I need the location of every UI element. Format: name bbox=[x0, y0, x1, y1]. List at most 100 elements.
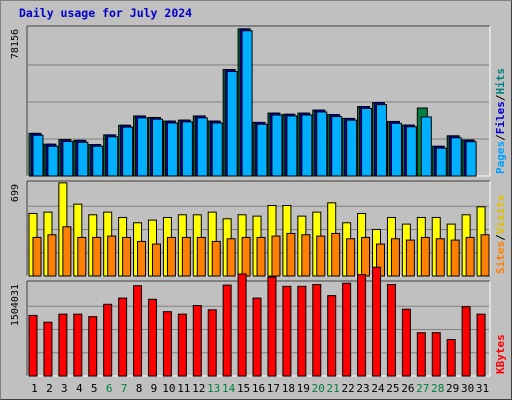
x-tick-label-day-5: 5 bbox=[91, 382, 98, 395]
bar-pages-day-14 bbox=[226, 70, 238, 177]
y-max-label: 699 bbox=[10, 184, 21, 202]
bar-pages-day-11 bbox=[181, 121, 193, 177]
bar-sites-day-11 bbox=[181, 236, 191, 277]
bar-kbytes-day-14 bbox=[222, 284, 232, 377]
bar-kbytes-day-7 bbox=[118, 297, 128, 377]
bar-kbytes-day-4 bbox=[73, 313, 83, 377]
bar-sites-day-6 bbox=[107, 235, 117, 277]
x-tick-label-day-10: 10 bbox=[162, 382, 175, 395]
bar-sites-day-30 bbox=[465, 236, 475, 277]
legend-entry-slash: / bbox=[494, 234, 507, 241]
bar-kbytes-day-17 bbox=[267, 276, 277, 377]
bar-sites-day-20 bbox=[316, 235, 326, 277]
bar-kbytes-day-13 bbox=[207, 309, 217, 377]
x-tick-label-day-25: 25 bbox=[386, 382, 399, 395]
x-tick-label-day-22: 22 bbox=[341, 382, 354, 395]
bar-sites-day-28 bbox=[435, 238, 445, 277]
bar-kbytes-day-8 bbox=[133, 285, 143, 377]
bar-kbytes-day-29 bbox=[446, 339, 456, 377]
bar-pages-day-24 bbox=[376, 104, 388, 177]
bar-pages-day-27 bbox=[420, 116, 432, 177]
legend-entry-sites: Sites bbox=[494, 241, 507, 274]
x-tick-label-day-9: 9 bbox=[151, 382, 158, 395]
x-tick-label-day-14: 14 bbox=[222, 382, 236, 395]
bar-sites-day-23 bbox=[361, 236, 371, 277]
bar-pages-day-17 bbox=[271, 114, 283, 177]
bar-sites-day-9 bbox=[151, 243, 161, 277]
bar-pages-day-4 bbox=[77, 141, 89, 177]
bar-pages-day-7 bbox=[122, 126, 134, 177]
bar-sites-day-8 bbox=[137, 240, 147, 277]
bar-sites-day-29 bbox=[450, 239, 460, 277]
x-tick-label-day-23: 23 bbox=[356, 382, 369, 395]
bar-sites-day-15 bbox=[241, 236, 251, 277]
bar-pages-day-21 bbox=[331, 116, 343, 177]
bar-kbytes-day-16 bbox=[252, 297, 262, 377]
x-tick-label-day-15: 15 bbox=[237, 382, 250, 395]
bar-sites-day-19 bbox=[301, 234, 311, 277]
legend-entry-kbytes: KBytes bbox=[494, 334, 507, 374]
x-tick-label-day-4: 4 bbox=[76, 382, 83, 395]
bar-kbytes-day-6 bbox=[103, 303, 113, 377]
bar-kbytes-day-26 bbox=[401, 308, 411, 377]
bar-sites-day-16 bbox=[256, 236, 266, 277]
bar-sites-day-13 bbox=[211, 240, 221, 277]
x-tick-label-day-19: 19 bbox=[297, 382, 310, 395]
x-tick-label-day-18: 18 bbox=[282, 382, 295, 395]
bar-sites-day-10 bbox=[166, 236, 176, 277]
bar-kbytes-day-20 bbox=[312, 283, 322, 377]
bar-kbytes-day-11 bbox=[177, 313, 187, 377]
bar-kbytes-day-23 bbox=[357, 274, 367, 377]
bar-sites-day-5 bbox=[92, 236, 102, 277]
bar-pages-day-23 bbox=[361, 107, 373, 177]
bar-pages-day-6 bbox=[107, 136, 119, 177]
bar-pages-day-5 bbox=[92, 145, 104, 177]
legend-entry-visits: Visits bbox=[494, 195, 507, 235]
bar-pages-day-18 bbox=[286, 115, 298, 177]
legend-entry-pages: Pages bbox=[494, 141, 507, 174]
bar-sites-day-14 bbox=[226, 238, 236, 277]
legend-entry-slash: / bbox=[494, 134, 507, 141]
bar-kbytes-day-22 bbox=[342, 282, 352, 377]
bar-pages-day-12 bbox=[196, 117, 208, 177]
bar-kbytes-day-12 bbox=[192, 305, 202, 377]
bar-kbytes-day-15 bbox=[237, 273, 247, 377]
bar-pages-day-9 bbox=[151, 118, 163, 177]
bar-pages-day-16 bbox=[256, 123, 268, 177]
bar-kbytes-day-28 bbox=[431, 332, 441, 377]
bar-sites-day-22 bbox=[346, 238, 356, 277]
x-tick-label-day-16: 16 bbox=[252, 382, 265, 395]
bar-kbytes-day-19 bbox=[297, 285, 307, 377]
bar-pages-day-30 bbox=[465, 141, 477, 177]
x-tick-label-day-20: 20 bbox=[312, 382, 325, 395]
x-tick-label-day-27: 27 bbox=[416, 382, 429, 395]
bar-pages-day-20 bbox=[316, 111, 328, 177]
x-tick-label-day-29: 29 bbox=[446, 382, 459, 395]
x-tick-label-day-24: 24 bbox=[371, 382, 385, 395]
x-tick-label-day-11: 11 bbox=[177, 382, 190, 395]
bar-sites-day-2 bbox=[47, 234, 57, 277]
bar-sites-day-21 bbox=[331, 232, 341, 277]
x-tick-label-day-7: 7 bbox=[121, 382, 128, 395]
bar-pages-day-26 bbox=[405, 126, 417, 177]
x-tick-label-day-21: 21 bbox=[327, 382, 340, 395]
bar-kbytes-day-21 bbox=[327, 295, 337, 377]
bar-pages-day-3 bbox=[62, 141, 74, 177]
bar-kbytes-day-10 bbox=[162, 311, 172, 377]
legend-entry-slash: / bbox=[494, 94, 507, 101]
legend-entry-files: Files bbox=[494, 101, 507, 134]
x-tick-label-day-2: 2 bbox=[46, 382, 53, 395]
bar-kbytes-day-9 bbox=[147, 298, 157, 377]
bar-pages-day-1 bbox=[32, 134, 44, 177]
bar-pages-day-25 bbox=[390, 122, 402, 177]
legend-kbytes: KBytes bbox=[494, 334, 507, 374]
bar-pages-day-2 bbox=[47, 145, 59, 177]
bar-kbytes-day-1 bbox=[28, 314, 38, 377]
x-tick-label-day-26: 26 bbox=[401, 382, 414, 395]
bar-sites-day-12 bbox=[196, 236, 206, 277]
bar-sites-day-17 bbox=[271, 235, 281, 277]
bar-kbytes-day-25 bbox=[386, 283, 396, 377]
x-tick-label-day-1: 1 bbox=[31, 382, 38, 395]
x-tick-label-day-8: 8 bbox=[136, 382, 143, 395]
